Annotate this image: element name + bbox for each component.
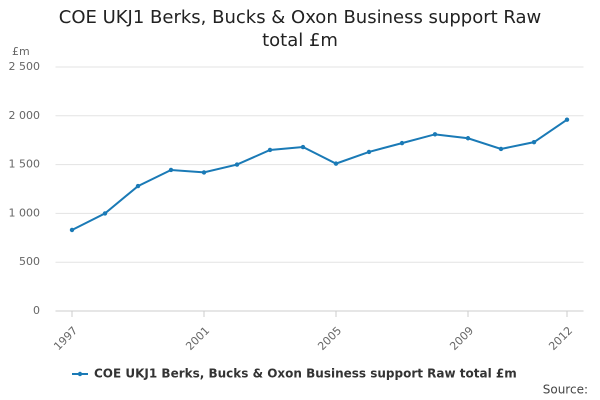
source: Source: xyxy=(543,383,588,397)
point xyxy=(333,161,339,166)
y-tick-label: 1 000 xyxy=(9,206,41,219)
point xyxy=(267,147,273,153)
point xyxy=(168,167,174,173)
legend-marker xyxy=(77,371,83,377)
chart-title: COE UKJ1 Berks, Bucks & Oxon Business su… xyxy=(58,7,542,51)
point xyxy=(465,136,471,141)
point xyxy=(201,170,207,175)
point xyxy=(135,183,141,189)
point xyxy=(102,211,108,216)
x-tick-label: 2005 xyxy=(315,324,344,353)
y-tick-label: 1 500 xyxy=(9,158,41,171)
point xyxy=(399,140,405,146)
point xyxy=(366,149,372,155)
legend-label: COE UKJ1 Berks, Bucks & Oxon Business su… xyxy=(94,367,517,381)
y-tick-label: 2 500 xyxy=(9,60,41,73)
point xyxy=(531,139,537,145)
point xyxy=(234,162,240,167)
y-tick-label: 500 xyxy=(19,255,40,268)
point xyxy=(564,117,570,122)
y-tick-label: 0 xyxy=(33,304,40,317)
point xyxy=(69,227,75,233)
x-tick-label: 1997 xyxy=(51,324,80,353)
x-tick-label: 2001 xyxy=(183,324,212,353)
point xyxy=(498,146,504,152)
y-tick-label: 2 000 xyxy=(9,109,41,122)
y-axis-label: £m xyxy=(12,45,30,58)
x-tick-label: 2012 xyxy=(546,324,575,353)
point xyxy=(300,144,306,150)
point xyxy=(432,132,438,137)
series-line xyxy=(71,118,568,231)
x-tick-label: 2009 xyxy=(447,324,476,353)
